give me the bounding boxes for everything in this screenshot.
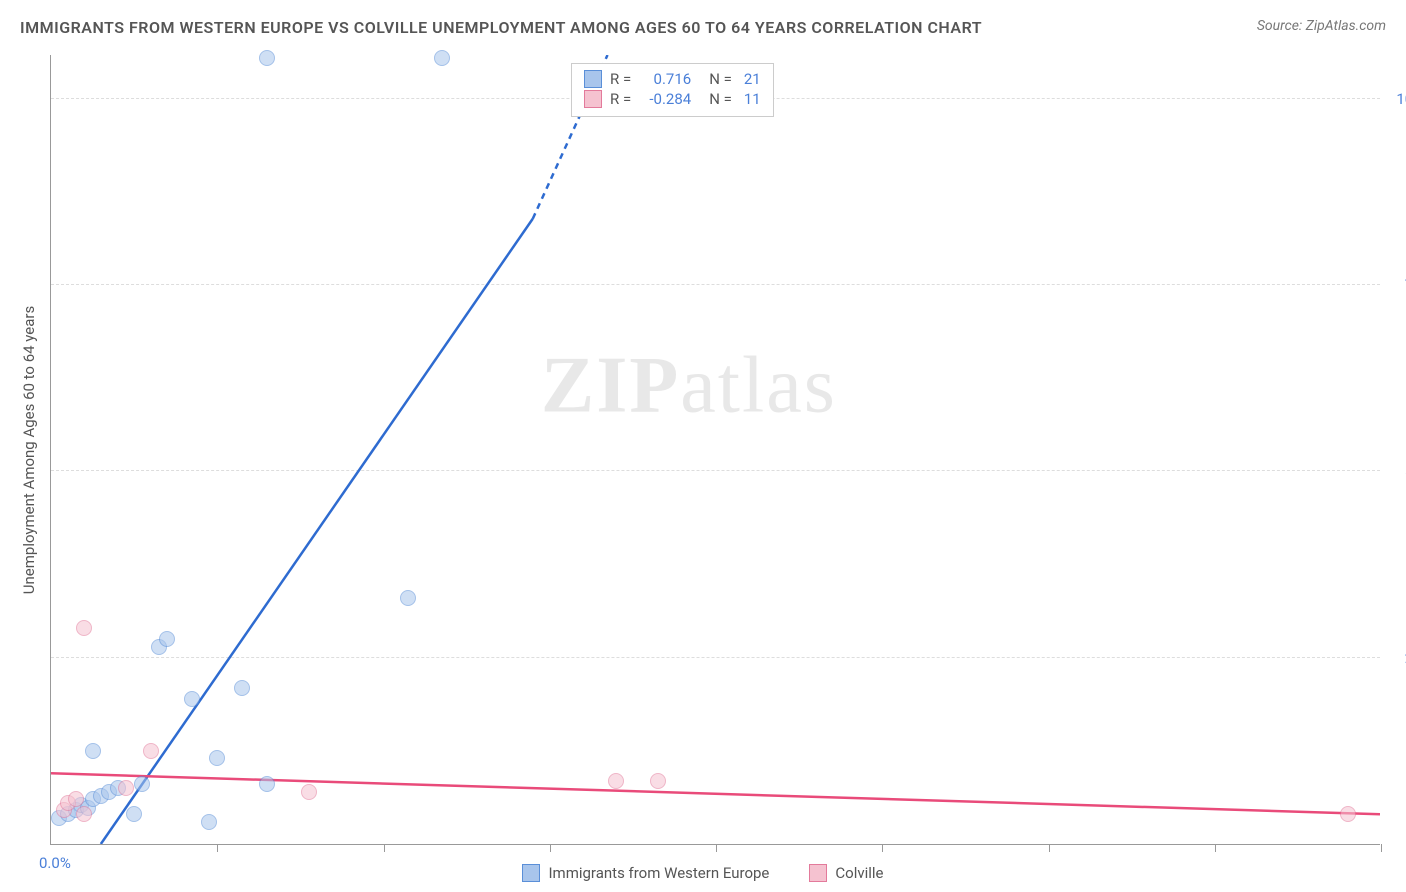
r-label: R = [610,70,631,88]
data-point [68,791,84,807]
data-point [143,743,159,759]
data-point [1340,806,1356,822]
gridline [51,657,1380,658]
chart-container: IMMIGRANTS FROM WESTERN EUROPE VS COLVIL… [0,0,1406,892]
legend-item-pink: Colville [809,864,883,882]
legend-item-blue: Immigrants from Western Europe [522,864,769,882]
data-point [259,776,275,792]
data-point [159,631,175,647]
stats-row-blue: R = 0.716 N = 21 [584,70,761,88]
legend-label-blue: Immigrants from Western Europe [548,864,769,882]
n-label: N = [709,90,732,108]
n-value-pink: 11 [744,90,761,108]
data-point [301,784,317,800]
data-point [118,780,134,796]
watermark-prefix: ZIP [541,342,680,430]
legend-swatch-blue [522,864,540,882]
data-point [400,590,416,606]
x-tick [1049,844,1050,852]
data-point [434,50,450,66]
trend-lines-svg [51,55,1380,844]
data-point [201,814,217,830]
legend-label-pink: Colville [835,864,883,882]
data-point [234,680,250,696]
r-value-pink: -0.284 [639,90,691,108]
data-point [259,50,275,66]
y-tick-label: 100.0% [1396,90,1406,108]
x-tick [217,844,218,852]
x-tick [384,844,385,852]
data-point [608,773,624,789]
swatch-blue [584,70,602,88]
data-point [126,806,142,822]
y-axis-label: Unemployment Among Ages 60 to 64 years [20,306,38,594]
watermark-suffix: atlas [680,342,837,430]
r-value-blue: 0.716 [639,70,691,88]
gridline [51,284,1380,285]
gridline [51,470,1380,471]
data-point [76,620,92,636]
data-point [184,691,200,707]
data-point [209,750,225,766]
r-label: R = [610,90,631,108]
x-tick [1381,844,1382,852]
data-point [85,743,101,759]
plot-area: ZIPatlas 25.0%50.0%75.0%100.0% R = 0.716… [50,55,1380,845]
n-label: N = [709,70,732,88]
x-tick [1215,844,1216,852]
bottom-legend: Immigrants from Western Europe Colville [0,864,1406,882]
n-value-blue: 21 [744,70,761,88]
x-tick [550,844,551,852]
chart-title: IMMIGRANTS FROM WESTERN EUROPE VS COLVIL… [20,18,982,37]
stats-box: R = 0.716 N = 21 R = -0.284 N = 11 [571,63,774,117]
x-tick [882,844,883,852]
stats-row-pink: R = -0.284 N = 11 [584,90,761,108]
data-point [650,773,666,789]
data-point [76,806,92,822]
source-attribution: Source: ZipAtlas.com [1257,18,1386,34]
watermark: ZIPatlas [541,341,837,432]
legend-swatch-pink [809,864,827,882]
x-tick [716,844,717,852]
swatch-pink [584,90,602,108]
data-point [134,776,150,792]
